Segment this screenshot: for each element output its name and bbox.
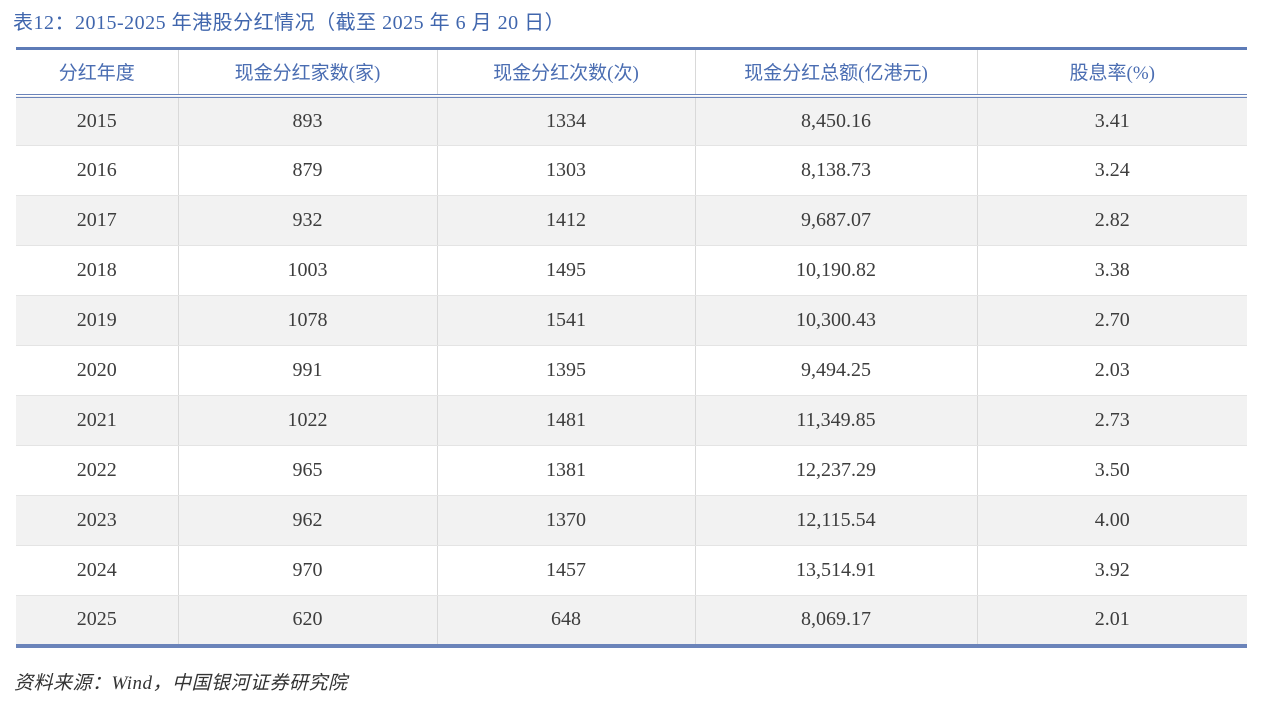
table-cell: 1481 (437, 395, 696, 446)
table-cell: 3.41 (977, 95, 1247, 146)
header-cell-yield: 股息率(%) (977, 48, 1247, 98)
table-cell: 2017 (16, 195, 179, 246)
table-cell: 3.92 (977, 545, 1247, 596)
table-cell: 2.03 (977, 345, 1247, 396)
table-cell: 2023 (16, 495, 179, 546)
table-cell: 879 (178, 145, 438, 196)
table-cell: 10,300.43 (695, 295, 978, 346)
table-cell: 8,069.17 (695, 595, 978, 646)
table-cell: 2.82 (977, 195, 1247, 246)
table-cell: 4.00 (977, 495, 1247, 546)
table-cell: 12,237.29 (695, 445, 978, 496)
table-cell: 2025 (16, 595, 179, 646)
table-cell: 9,494.25 (695, 345, 978, 396)
header-row: 分红年度 现金分红家数(家) 现金分红次数(次) 现金分红总额(亿港元) 股息率… (16, 48, 1247, 98)
table-cell: 965 (178, 445, 438, 496)
table-cell: 12,115.54 (695, 495, 978, 546)
header-cell-year: 分红年度 (16, 48, 179, 98)
source-note: 资料来源：Wind，中国银河证券研究院 (14, 673, 348, 694)
table-row: 2019 1078 1541 10,300.43 2.70 (16, 295, 1247, 346)
table-cell: 1022 (178, 395, 438, 446)
table-cell: 2018 (16, 245, 179, 296)
table-cell: 991 (178, 345, 438, 396)
table-body: 2015 893 1334 8,450.16 3.41 2016 879 1303 8,138.… (16, 95, 1247, 646)
table-row: 2016 879 1303 8,138.73 3.24 (16, 145, 1247, 196)
table-row: 2020 991 1395 9,494.25 2.03 (16, 345, 1247, 396)
table-cell: 620 (178, 595, 438, 646)
table-cell: 1334 (437, 95, 696, 146)
header-cell-total-amount: 现金分红总额(亿港元) (695, 48, 978, 98)
table-title: 表12：2015-2025 年港股分红情况（截至 2025 年 6 月 20 日… (13, 12, 566, 34)
table-cell: 2021 (16, 395, 179, 446)
table-cell: 2019 (16, 295, 179, 346)
table-row: 2017 932 1412 9,687.07 2.82 (16, 195, 1247, 246)
table-cell: 3.24 (977, 145, 1247, 196)
table-row: 2022 965 1381 12,237.29 3.50 (16, 445, 1247, 496)
table-cell: 3.38 (977, 245, 1247, 296)
table-row: 2023 962 1370 12,115.54 4.00 (16, 495, 1247, 546)
table-cell: 2024 (16, 545, 179, 596)
table-cell: 932 (178, 195, 438, 246)
table-cell: 2.73 (977, 395, 1247, 446)
table-cell: 1381 (437, 445, 696, 496)
table-cell: 10,190.82 (695, 245, 978, 296)
table-cell: 2.70 (977, 295, 1247, 346)
table-cell: 8,138.73 (695, 145, 978, 196)
table-cell: 9,687.07 (695, 195, 978, 246)
table-cell: 1541 (437, 295, 696, 346)
table-row: 2025 620 648 8,069.17 2.01 (16, 595, 1247, 646)
table-cell: 1457 (437, 545, 696, 596)
table-cell: 2022 (16, 445, 179, 496)
table-row: 2018 1003 1495 10,190.82 3.38 (16, 245, 1247, 296)
table-cell: 962 (178, 495, 438, 546)
table-header: 分红年度 现金分红家数(家) 现金分红次数(次) 现金分红总额(亿港元) 股息率… (16, 48, 1247, 98)
table-cell: 1412 (437, 195, 696, 246)
table-cell: 1003 (178, 245, 438, 296)
table-cell: 1078 (178, 295, 438, 346)
table-row: 2024 970 1457 13,514.91 3.92 (16, 545, 1247, 596)
table-cell: 893 (178, 95, 438, 146)
table-row: 2021 1022 1481 11,349.85 2.73 (16, 395, 1247, 446)
header-cell-payer-count: 现金分红家数(家) (178, 48, 438, 98)
header-cell-payout-count: 现金分红次数(次) (437, 48, 696, 98)
table-cell: 1370 (437, 495, 696, 546)
table-cell: 8,450.16 (695, 95, 978, 146)
table-cell: 1395 (437, 345, 696, 396)
table-row: 2015 893 1334 8,450.16 3.41 (16, 95, 1247, 146)
table-cell: 648 (437, 595, 696, 646)
table-cell: 3.50 (977, 445, 1247, 496)
table-cell: 2015 (16, 95, 179, 146)
table-cell: 970 (178, 545, 438, 596)
table-cell: 2020 (16, 345, 179, 396)
table-cell: 11,349.85 (695, 395, 978, 446)
table-cell: 2016 (16, 145, 179, 196)
dividend-table: 分红年度 现金分红家数(家) 现金分红次数(次) 现金分红总额(亿港元) 股息率… (16, 47, 1247, 648)
table-cell: 2.01 (977, 595, 1247, 646)
table-cell: 1495 (437, 245, 696, 296)
table-cell: 13,514.91 (695, 545, 978, 596)
table-cell: 1303 (437, 145, 696, 196)
